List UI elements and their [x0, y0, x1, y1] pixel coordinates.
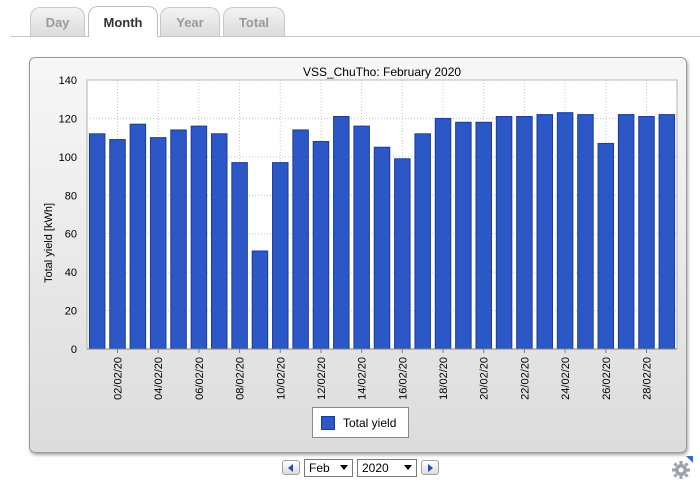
x-tick-label: 18/02/20 — [438, 357, 450, 400]
chevron-down-icon — [340, 465, 348, 470]
bar — [475, 121, 492, 350]
bar — [210, 133, 228, 350]
bar — [556, 112, 574, 350]
legend-swatch — [321, 415, 335, 430]
bar — [149, 137, 167, 350]
bar — [638, 116, 655, 350]
x-tick-label: 22/02/20 — [519, 357, 531, 400]
legend-label: Total yield — [343, 415, 397, 430]
bar — [292, 129, 309, 350]
y-tick-label: 40 — [65, 267, 77, 279]
bar — [434, 117, 452, 350]
year-select[interactable]: 2020 — [357, 459, 417, 477]
bar — [231, 162, 248, 350]
y-tick-label: 80 — [65, 190, 77, 202]
bar — [88, 133, 106, 350]
bar — [373, 146, 391, 350]
x-tick-label: 04/02/20 — [153, 357, 165, 400]
bar — [536, 114, 554, 350]
x-tick-label: 28/02/20 — [641, 357, 653, 400]
next-button[interactable] — [421, 460, 439, 475]
bar — [516, 116, 533, 350]
previous-button[interactable] — [282, 460, 300, 475]
bar — [333, 116, 350, 350]
bar — [251, 250, 269, 350]
chevron-down-icon — [404, 465, 412, 470]
x-tick-label: 24/02/20 — [560, 357, 572, 400]
x-tick-label: 10/02/20 — [275, 357, 287, 400]
tab-bar: Day Month Year Total — [0, 0, 700, 37]
x-tick-label: 20/02/20 — [479, 357, 491, 400]
chart-panel: VSS_ChuTho: February 2020 Total yield [k… — [29, 57, 687, 453]
bar — [658, 114, 676, 350]
x-tick-label: 14/02/20 — [357, 357, 369, 400]
y-tick-label: 20 — [65, 306, 77, 318]
bar — [109, 139, 126, 350]
y-tick-label: 100 — [59, 152, 77, 164]
bar — [577, 114, 594, 350]
tab-month[interactable]: Month — [88, 6, 158, 37]
bar — [353, 125, 370, 350]
x-tick-label: 02/02/20 — [113, 357, 125, 400]
y-axis-title: Total yield [kWh] — [43, 203, 55, 283]
gear-icon[interactable] — [669, 456, 693, 480]
y-tick-label: 60 — [65, 229, 77, 241]
x-tick-label: 08/02/20 — [235, 357, 247, 400]
x-tick-label: 06/02/20 — [194, 357, 206, 400]
x-tick-label: 26/02/20 — [601, 357, 613, 400]
tab-divider — [10, 36, 700, 37]
year-select-value: 2020 — [362, 461, 389, 475]
bar — [129, 123, 147, 350]
bar — [455, 121, 472, 350]
triangle-left-icon — [288, 463, 293, 472]
chart-title: VSS_ChuTho: February 2020 — [303, 65, 461, 79]
tab-year[interactable]: Year — [160, 7, 220, 36]
x-tick-label: 12/02/20 — [316, 357, 328, 400]
bar — [394, 158, 411, 350]
y-tick-label: 0 — [71, 344, 77, 356]
tab-total[interactable]: Total — [223, 7, 285, 36]
bar — [495, 116, 513, 350]
tab-day[interactable]: Day — [30, 7, 85, 36]
month-select-value: Feb — [309, 461, 330, 475]
bar — [312, 140, 330, 350]
triangle-right-icon — [428, 463, 433, 472]
bar — [597, 142, 615, 350]
x-tick-label: 16/02/20 — [397, 357, 409, 400]
y-tick-label: 120 — [59, 113, 77, 125]
bar — [617, 114, 635, 350]
plot-area: 0 20 40 60 80 100 120 140 02/02/20 04/02/20 06/02/… — [59, 75, 678, 400]
bar-chart: VSS_ChuTho: February 2020 Total yield [k… — [43, 65, 678, 400]
bar — [170, 129, 187, 350]
bar — [190, 125, 208, 350]
bar — [272, 162, 289, 350]
month-select[interactable]: Feb — [304, 459, 353, 477]
chart-legend: Total yield — [312, 407, 409, 438]
bar — [414, 133, 431, 350]
y-tick-label: 140 — [59, 75, 77, 87]
